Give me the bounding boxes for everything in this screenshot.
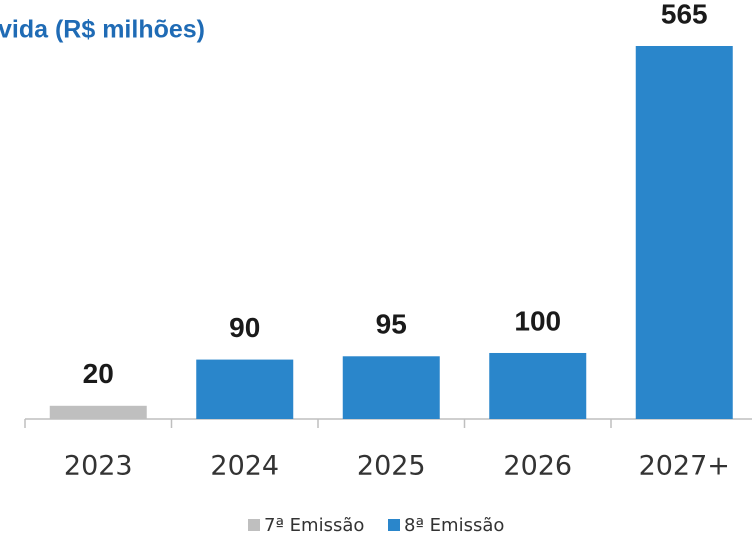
chart-title: vida (R$ milhões) (0, 16, 205, 44)
data-label: 100 (514, 305, 561, 336)
legend-swatch (248, 519, 260, 531)
data-label: 20 (83, 358, 114, 389)
legend-label: 8ª Emissão (404, 515, 504, 536)
bar (49, 405, 147, 419)
x-tick-label: 2025 (357, 451, 426, 482)
data-label: 95 (376, 309, 407, 340)
data-label: 90 (229, 312, 260, 343)
legend-label: 7ª Emissão (264, 515, 364, 536)
x-tick-label: 2027+ (639, 451, 730, 482)
legend-swatch (388, 519, 400, 531)
bar (342, 356, 440, 419)
bar (489, 352, 587, 419)
bar (635, 46, 733, 419)
x-tick-label: 2023 (64, 451, 133, 482)
bar (196, 359, 294, 419)
x-tick-label: 2026 (503, 451, 572, 482)
data-label: 565 (661, 0, 708, 29)
x-tick-label: 2024 (210, 451, 279, 482)
